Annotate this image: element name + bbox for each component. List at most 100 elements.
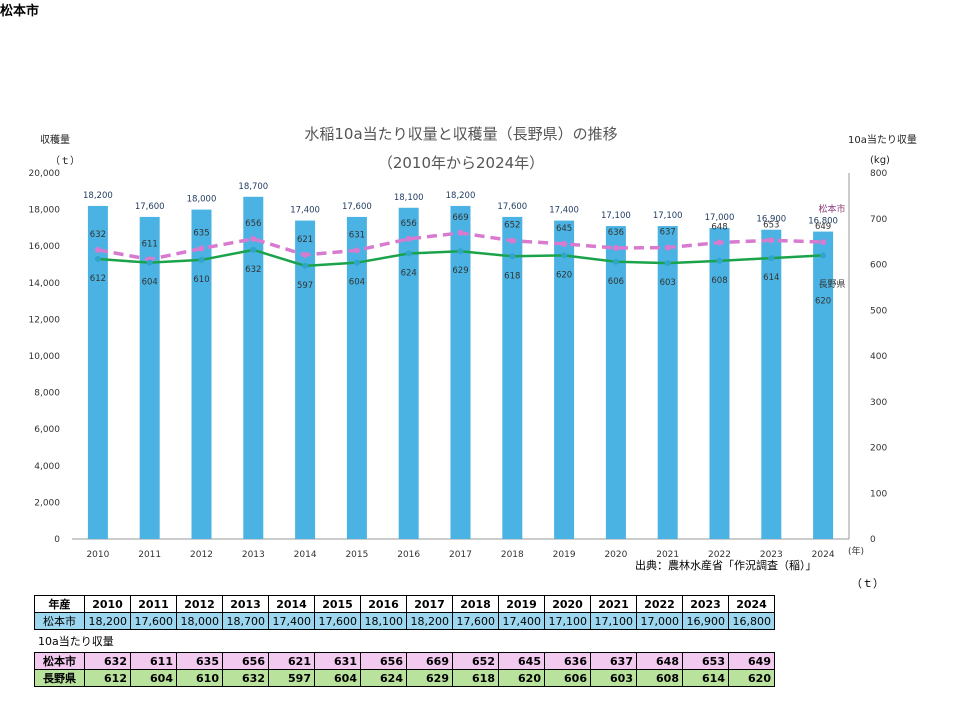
pref-yield-cell: 632 (222, 669, 269, 687)
bar-harvest (813, 231, 834, 539)
point-nagano (146, 259, 153, 266)
year-cell: 2014 (268, 595, 315, 613)
bar-harvest (657, 226, 678, 539)
city-yield-cell: 637 (590, 652, 637, 670)
left-tick-label: 4,000 (34, 462, 60, 472)
city-yield-cell: 635 (176, 652, 223, 670)
nagano-value-label: 620 (815, 296, 831, 306)
nagano-value-label: 610 (193, 275, 209, 285)
legend-nagano: 長野県 (818, 279, 845, 290)
pref-yield-cell: 629 (406, 669, 453, 687)
chart-subtitle: （2010年から2024年） (378, 154, 544, 172)
point-nagano (768, 255, 775, 262)
bar-harvest (605, 226, 626, 539)
harvest-cell: 16,900 (682, 612, 729, 630)
bar-value-label: 17,100 (653, 211, 683, 221)
bar-harvest (87, 205, 108, 539)
city-yield-cell: 611 (130, 652, 177, 670)
bar-value-label: 17,600 (342, 202, 372, 212)
x-tick-label: 2020 (604, 550, 627, 560)
left-tick-label: 2,000 (34, 498, 60, 508)
year-cell: 2024 (728, 595, 775, 613)
x-tick-label: 2017 (449, 550, 472, 560)
harvest-cell: 17,400 (268, 612, 315, 630)
bar-harvest (398, 207, 419, 539)
left-tick-label: 8,000 (34, 389, 60, 399)
bar-value-label: 16,900 (756, 215, 786, 225)
point-matsumoto (561, 240, 568, 247)
harvest-cell: 18,200 (406, 612, 453, 630)
point-matsumoto (612, 245, 619, 252)
table-unit: （ｔ） (851, 577, 884, 590)
harvest-table: 年産 2010 2011 2012 2013 2014 2015 2016 2017 2018 20… (34, 595, 775, 630)
bar-value-label: 17,600 (497, 202, 527, 212)
matsumoto-value-label: 636 (608, 228, 624, 238)
point-matsumoto (509, 237, 516, 244)
harvest-cell: 17,600 (130, 612, 177, 630)
point-nagano (612, 258, 619, 265)
pref-yield-cell: 606 (544, 669, 591, 687)
point-matsumoto (94, 246, 101, 253)
right-tick-label: 0 (870, 535, 876, 545)
bar-harvest (139, 216, 160, 540)
nagano-value-label: 606 (608, 277, 624, 287)
pref-yield-cell: 620 (728, 669, 775, 687)
city-yield-cell: 652 (452, 652, 499, 670)
city-yield-cell: 621 (268, 652, 315, 670)
left-tick-label: 16,000 (29, 242, 61, 252)
city-yield-cell: 653 (682, 652, 729, 670)
row-label-nagano: 長野県 (34, 669, 85, 687)
point-matsumoto (405, 235, 412, 242)
x-axis-unit: (年) (848, 545, 864, 557)
x-tick-label: 2022 (708, 550, 731, 560)
pref-yield-cell: 610 (176, 669, 223, 687)
right-axis-unit: (kg) (870, 155, 890, 166)
x-tick-label: 2024 (812, 550, 835, 560)
point-matsumoto (457, 229, 464, 236)
year-cell: 2018 (452, 595, 499, 613)
table-row: 松本市 18,200 17,600 18,000 18,700 17,400 17,600 1… (34, 612, 775, 630)
city-yield-cell: 632 (84, 652, 131, 670)
matsumoto-value-label: 637 (660, 228, 676, 238)
point-nagano (353, 259, 360, 266)
point-matsumoto (664, 244, 671, 251)
year-cell: 2013 (222, 595, 269, 613)
point-nagano (820, 252, 827, 259)
point-nagano (561, 252, 568, 259)
x-tick-label: 2012 (190, 550, 213, 560)
point-nagano (457, 248, 464, 255)
pref-yield-cell: 597 (268, 669, 315, 687)
table-row: 松本市 632 611 635 656 621 631 656 669 652 645 636 637 6… (34, 652, 775, 670)
bar-value-label: 17,400 (549, 206, 579, 216)
bar-harvest (709, 227, 730, 539)
point-matsumoto (716, 239, 723, 246)
matsumoto-value-label: 631 (349, 230, 365, 240)
nagano-value-label: 618 (504, 271, 520, 281)
bar-value-label: 18,200 (83, 191, 113, 201)
bar-harvest (450, 205, 471, 539)
pref-yield-cell: 604 (130, 669, 177, 687)
x-tick-label: 2014 (294, 550, 317, 560)
right-tick-label: 200 (870, 444, 887, 454)
city-yield-cell: 636 (544, 652, 591, 670)
chart: 水稲10a当たり収量と収穫量（長野県）の推移 （2010年から2024年） 収穫量 （… (29, 125, 917, 560)
bar-value-label: 17,400 (290, 206, 320, 216)
bar-value-label: 18,100 (394, 193, 424, 203)
x-tick-label: 2016 (397, 550, 420, 560)
harvest-cell: 18,200 (84, 612, 131, 630)
x-tick-label: 2019 (553, 550, 576, 560)
pref-yield-cell: 604 (314, 669, 361, 687)
nagano-value-label: 597 (297, 281, 313, 291)
year-cell: 2017 (406, 595, 453, 613)
bar-value-label: 18,000 (187, 195, 217, 205)
left-tick-label: 6,000 (34, 425, 60, 435)
city-yield-cell: 656 (360, 652, 407, 670)
harvest-cell: 17,600 (314, 612, 361, 630)
pref-yield-cell: 618 (452, 669, 499, 687)
left-tick-label: 12,000 (29, 315, 61, 325)
pref-yield-cell: 614 (682, 669, 729, 687)
year-cell: 2010 (84, 595, 131, 613)
matsumoto-value-label: 649 (815, 222, 831, 232)
matsumoto-value-label: 632 (90, 230, 106, 240)
year-cell: 2016 (360, 595, 407, 613)
